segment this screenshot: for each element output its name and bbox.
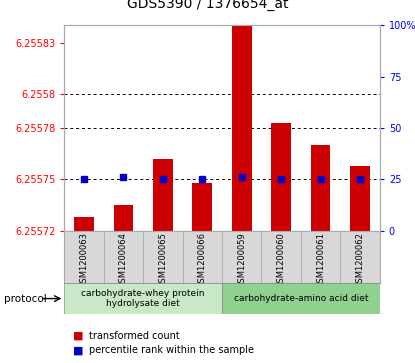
Text: percentile rank within the sample: percentile rank within the sample [89,345,254,355]
Text: ■: ■ [73,345,83,355]
Text: GSM1200061: GSM1200061 [316,232,325,288]
Text: ■: ■ [73,331,83,341]
Bar [311,145,330,231]
Bar [153,159,173,231]
Text: carbohydrate-whey protein
hydrolysate diet: carbohydrate-whey protein hydrolysate di… [81,289,205,308]
Bar [114,205,133,231]
Text: GSM1200064: GSM1200064 [119,232,128,288]
Bar [193,183,212,231]
Text: GSM1200060: GSM1200060 [277,232,286,288]
Text: carbohydrate-amino acid diet: carbohydrate-amino acid diet [234,294,368,303]
Bar [271,123,291,231]
Text: GSM1200063: GSM1200063 [80,232,88,288]
Text: GSM1200066: GSM1200066 [198,232,207,288]
Bar [222,283,380,314]
Bar [350,166,370,231]
Text: protocol: protocol [4,294,47,303]
Text: GSM1200062: GSM1200062 [356,232,364,288]
Bar [64,283,222,314]
Text: GDS5390 / 1376654_at: GDS5390 / 1376654_at [127,0,288,11]
Bar [232,0,251,231]
Text: GSM1200065: GSM1200065 [159,232,167,288]
Bar [74,217,94,231]
Text: GSM1200059: GSM1200059 [237,232,246,288]
Text: transformed count: transformed count [89,331,180,341]
